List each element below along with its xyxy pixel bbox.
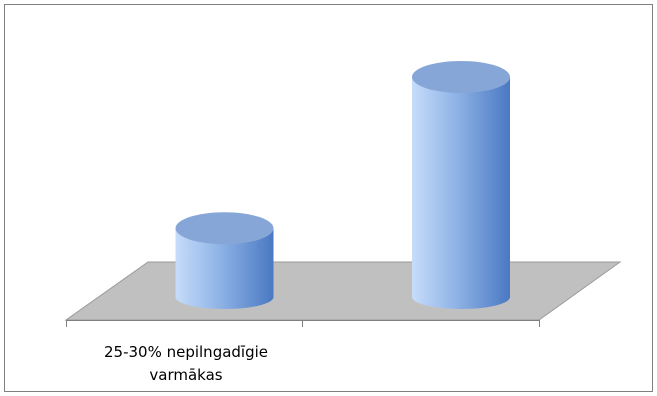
chart-border <box>4 4 653 392</box>
x-tick-label-0: 25-30% nepilngadīgie varmākas <box>103 343 269 384</box>
bar-group <box>175 61 510 309</box>
bar-0-body <box>175 228 274 309</box>
chart-floor <box>64 261 622 321</box>
bar-0-top <box>175 212 274 245</box>
bar-1 <box>412 61 510 309</box>
bar-0 <box>175 212 274 309</box>
bar-1-top <box>412 61 510 93</box>
bar-1-body <box>412 77 510 309</box>
